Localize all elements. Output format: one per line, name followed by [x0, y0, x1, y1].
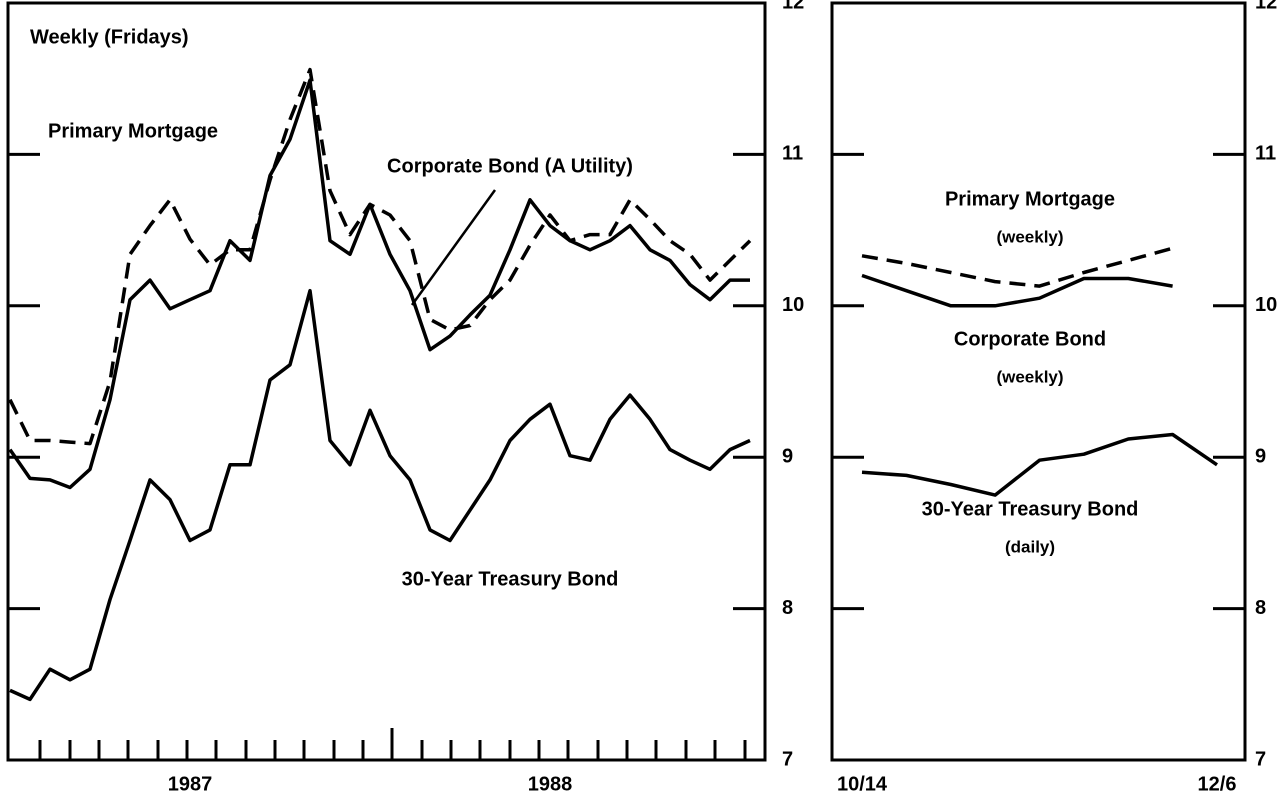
x-minor-ticks — [38, 728, 747, 760]
series-line — [8, 78, 750, 490]
spacer — [362, 193, 495, 205]
y-tick-label: 11 — [782, 143, 803, 165]
series-label: 30-Year Treasury Bond — [922, 498, 1139, 520]
y-tick-label: 7 — [1255, 748, 1266, 770]
series-label: Corporate Bond (A Utility) — [387, 155, 633, 177]
x-tick-label: 10/14 — [837, 773, 888, 795]
y-tick-label: 10 — [782, 294, 804, 316]
x-tick-label: 12/6 — [1198, 773, 1237, 795]
y-tick-label: 8 — [1255, 597, 1266, 619]
series-line — [861, 246, 1174, 288]
series-line — [9, 288, 751, 702]
y-tick-label: 12 — [782, 0, 804, 13]
series-line — [8, 67, 752, 446]
y-tick-label: 9 — [1255, 445, 1266, 467]
annotation: Weekly (Fridays) — [30, 26, 189, 48]
series-line — [861, 432, 1218, 497]
series-sublabel: (daily) — [1005, 537, 1055, 556]
y-tick-label: 10 — [1255, 294, 1277, 316]
series-label: Primary Mortgage — [945, 188, 1115, 210]
series-sublabel: (weekly) — [996, 367, 1063, 386]
y-tick-label: 11 — [1255, 143, 1276, 165]
y-tick-label: 8 — [782, 597, 793, 619]
x-tick-label: 1988 — [528, 773, 573, 795]
right-frame — [830, 1, 1247, 762]
x-tick-label: 1987 — [168, 773, 213, 795]
left-frame — [6, 1, 767, 762]
series-label: Primary Mortgage — [48, 120, 218, 142]
y-tick-label: 12 — [1255, 0, 1277, 13]
y-tick-label: 9 — [782, 445, 793, 467]
series-line — [861, 273, 1173, 308]
pointer-line — [410, 189, 497, 306]
series-label: Corporate Bond — [954, 328, 1106, 350]
y-tick-label: 7 — [782, 748, 793, 770]
series-label: 30-Year Treasury Bond — [402, 568, 619, 590]
series-sublabel: (weekly) — [996, 227, 1063, 246]
